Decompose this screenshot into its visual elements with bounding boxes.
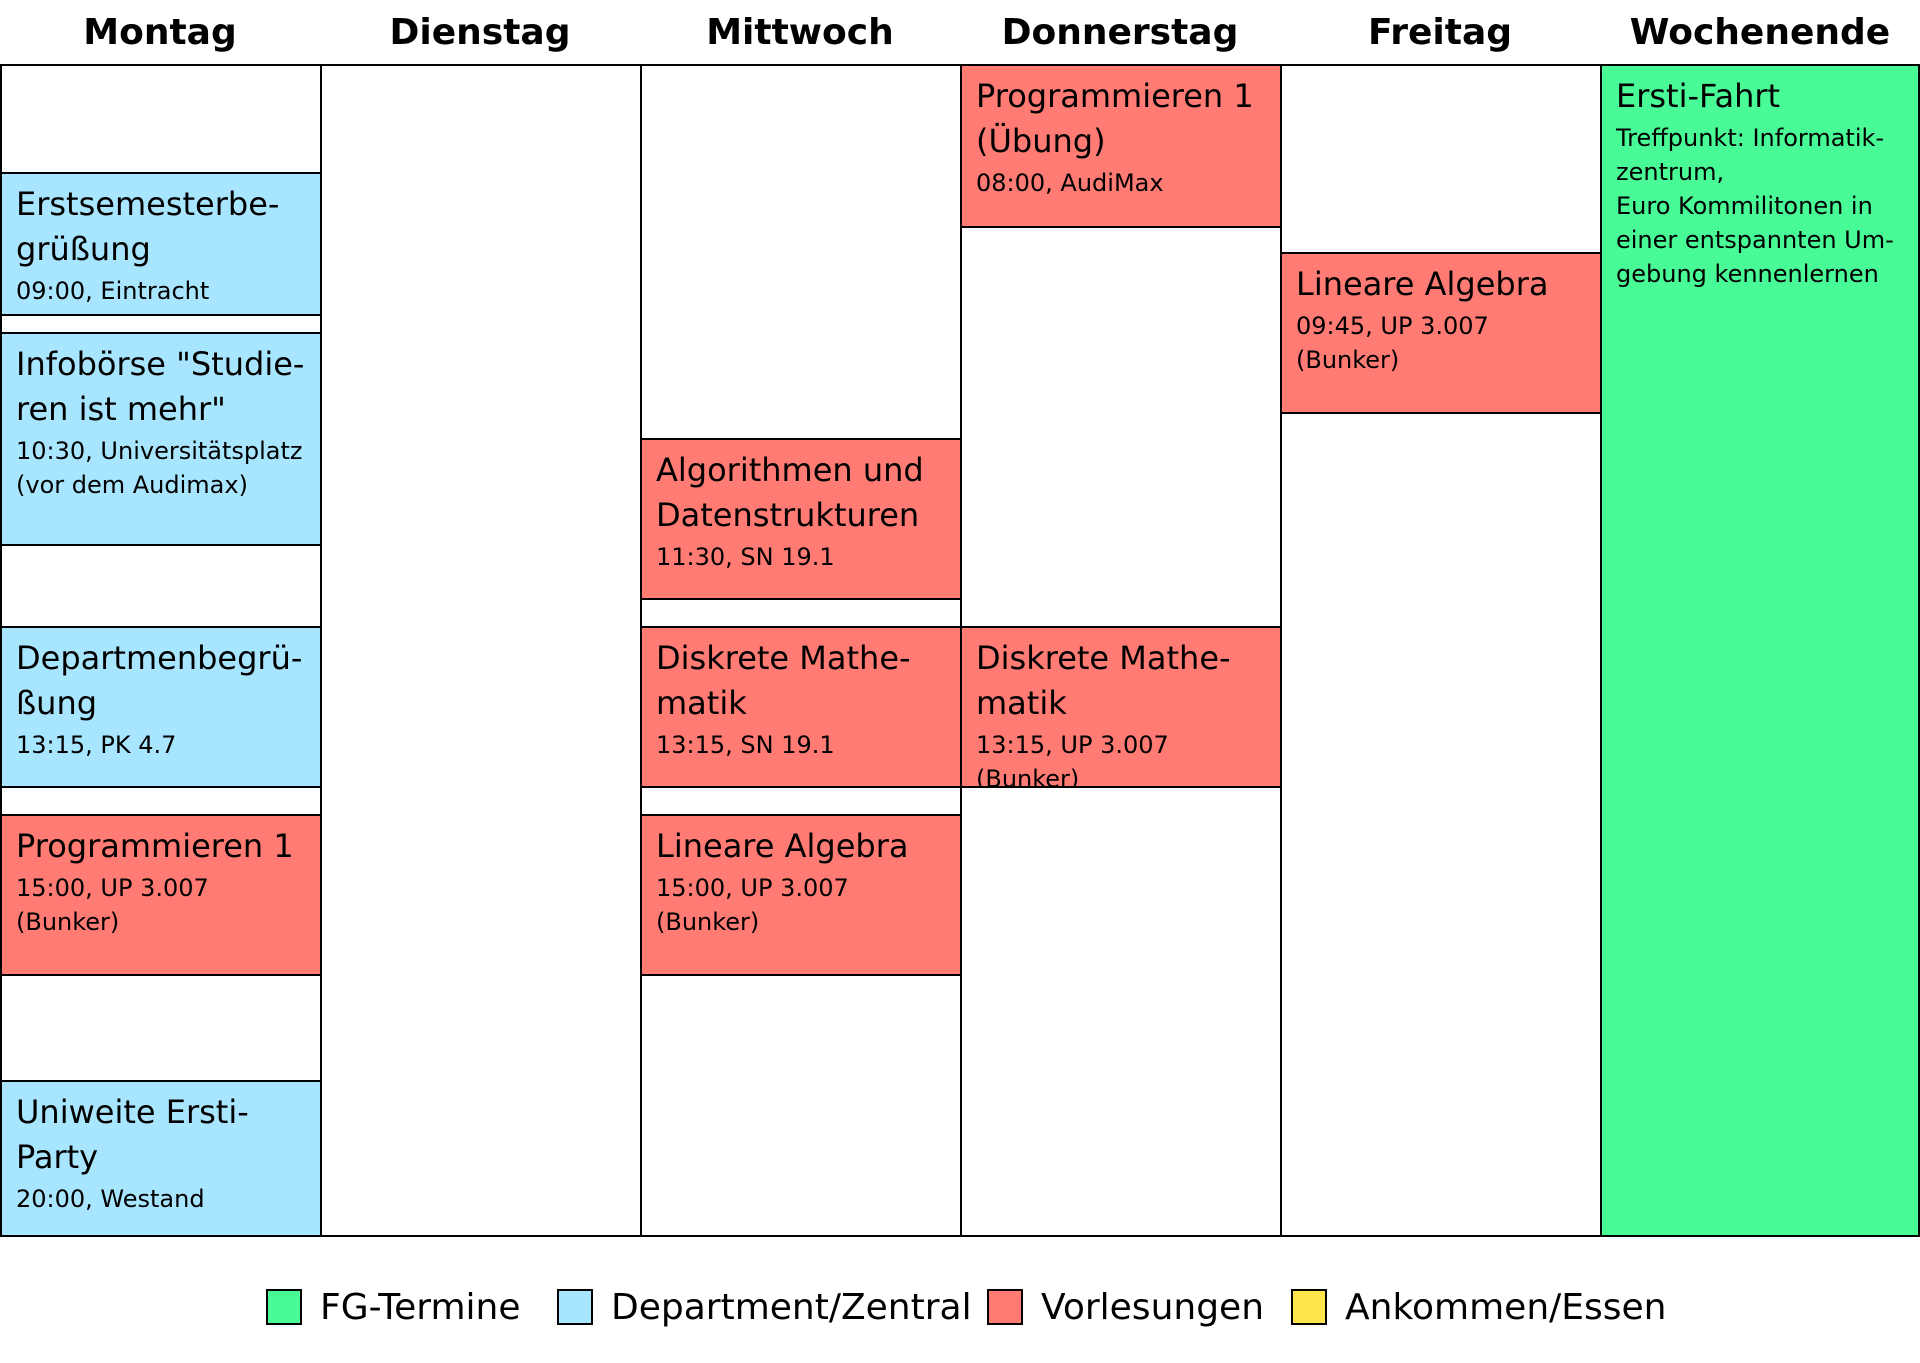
event-title: Programmieren 1 (Übung) <box>976 77 1254 160</box>
event-ersti-fahrt[interactable]: Ersti-Fahrt Treffpunkt: Informatik- zent… <box>1602 66 1918 1235</box>
day-header-mittwoch: Mittwoch <box>706 12 894 53</box>
legend-swatch-yellow <box>1291 1289 1327 1325</box>
event-title: Algorithmen und Datenstrukturen <box>656 451 924 534</box>
day-column-wochenende: Ersti-Fahrt Treffpunkt: Informatik- zent… <box>1600 64 1920 1237</box>
day-header-dienstag: Dienstag <box>389 12 571 53</box>
event-detail: 10:30, Universitätsplatz (vor dem Audima… <box>16 437 303 499</box>
event-title: Diskrete Mathe- matik <box>976 639 1231 722</box>
event-title: Erstsemesterbe- grüßung <box>16 185 280 268</box>
event-title: Ersti-Fahrt <box>1616 77 1781 115</box>
day-column-dienstag <box>320 64 642 1237</box>
day-column-montag: Erstsemesterbe- grüßung 09:00, Eintracht… <box>0 64 322 1237</box>
event-diskrete-mathematik[interactable]: Diskrete Mathe- matik 13:15, SN 19.1 <box>642 626 960 788</box>
event-title: Programmieren 1 <box>16 827 294 865</box>
event-detail: 20:00, Westand <box>16 1185 205 1213</box>
event-detail: 11:30, SN 19.1 <box>656 543 835 571</box>
event-detail: 13:15, SN 19.1 <box>656 731 835 759</box>
event-title: Infobörse "Studie- ren ist mehr" <box>16 345 305 428</box>
event-algorithmen-und-datenstrukturen[interactable]: Algorithmen und Datenstrukturen 11:30, S… <box>642 438 960 600</box>
event-detail: 09:45, UP 3.007 (Bunker) <box>1296 312 1489 374</box>
legend-label: Vorlesungen <box>1041 1287 1265 1328</box>
day-header-wochenende: Wochenende <box>1629 12 1891 53</box>
legend-label: Ankommen/Essen <box>1345 1287 1667 1328</box>
event-infoboerse[interactable]: Infobörse "Studie- ren ist mehr" 10:30, … <box>2 332 320 546</box>
event-title: Lineare Algebra <box>1296 265 1549 303</box>
day-header-montag: Montag <box>83 12 237 53</box>
event-detail: 13:15, UP 3.007 (Bunker) <box>976 731 1169 788</box>
day-column-mittwoch: Algorithmen und Datenstrukturen 11:30, S… <box>640 64 962 1237</box>
event-lineare-algebra[interactable]: Lineare Algebra 15:00, UP 3.007 (Bunker) <box>642 814 960 976</box>
day-header-donnerstag: Donnerstag <box>1001 12 1239 53</box>
event-title: Diskrete Mathe- matik <box>656 639 911 722</box>
event-title: Departmenbegrü- ßung <box>16 639 303 722</box>
event-detail: 09:00, Eintracht Stadion <box>16 277 210 314</box>
event-title: Lineare Algebra <box>656 827 909 865</box>
event-detail: Treffpunkt: Informatik- zentrum, Euro Ko… <box>1616 124 1894 288</box>
legend: FG-Termine Department/Zentral Vorlesunge… <box>0 1286 1920 1336</box>
event-detail: 13:15, PK 4.7 <box>16 731 177 759</box>
day-column-donnerstag: Programmieren 1 (Übung) 08:00, AudiMax D… <box>960 64 1282 1237</box>
event-uniweite-ersti-party[interactable]: Uniweite Ersti- Party 20:00, Westand <box>2 1080 320 1235</box>
legend-swatch-blue <box>557 1289 593 1325</box>
day-header-freitag: Freitag <box>1367 12 1513 53</box>
event-title: Uniweite Ersti- Party <box>16 1093 249 1176</box>
day-column-freitag: Lineare Algebra 09:45, UP 3.007 (Bunker) <box>1280 64 1602 1237</box>
event-programmieren-1[interactable]: Programmieren 1 15:00, UP 3.007 (Bunker) <box>2 814 320 976</box>
event-detail: 15:00, UP 3.007 (Bunker) <box>656 874 849 936</box>
event-erstsemesterbegruessung[interactable]: Erstsemesterbe- grüßung 09:00, Eintracht… <box>2 172 320 316</box>
event-programmieren-1-uebung[interactable]: Programmieren 1 (Übung) 08:00, AudiMax <box>962 66 1280 228</box>
legend-swatch-red <box>987 1289 1023 1325</box>
legend-label: FG-Termine <box>320 1287 521 1328</box>
event-lineare-algebra[interactable]: Lineare Algebra 09:45, UP 3.007 (Bunker) <box>1282 252 1600 414</box>
legend-swatch-green <box>266 1289 302 1325</box>
event-detail: 15:00, UP 3.007 (Bunker) <box>16 874 209 936</box>
legend-label: Department/Zentral <box>611 1287 972 1328</box>
event-departmentbegruessung[interactable]: Departmenbegrü- ßung 13:15, PK 4.7 <box>2 626 320 788</box>
event-detail: 08:00, AudiMax <box>976 169 1164 197</box>
event-diskrete-mathematik[interactable]: Diskrete Mathe- matik 13:15, UP 3.007 (B… <box>962 626 1280 788</box>
